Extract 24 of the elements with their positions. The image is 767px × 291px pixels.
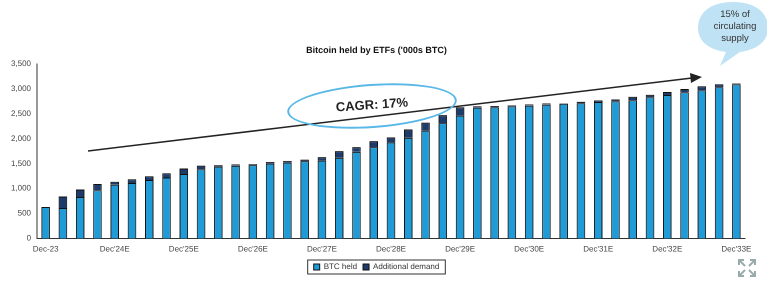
x-tick-label: Dec'33E: [721, 244, 752, 254]
y-tick-label: 0: [26, 234, 32, 243]
x-tick-label: Dec'30E: [514, 244, 544, 254]
x-tick-label: Dec'26E: [238, 244, 268, 254]
annotation: CAGR: 17%: [334, 94, 410, 116]
x-tick-label: Dec'29E: [445, 244, 476, 254]
legend-label: BTC held: [324, 262, 358, 272]
y-tick-label: 3,000: [10, 84, 32, 93]
x-tick-label: Dec-23: [32, 244, 60, 254]
x-tick-label: Dec'25E: [168, 244, 199, 254]
y-tick-label: 2,500: [10, 108, 32, 118]
x-tick-label: Dec'27E: [306, 244, 337, 254]
legend-label: Additional demand: [373, 262, 440, 272]
y-tick-label: 1,000: [10, 184, 32, 193]
x-tick-label: Dec'28E: [376, 244, 406, 254]
text: 15% of circulating supply: [712, 9, 758, 45]
y-tick-label: 1,500: [10, 158, 32, 168]
y-tick-label: 500: [18, 208, 32, 218]
x-tick-label: Dec'32E: [652, 244, 682, 254]
y-tick-label: 3,500: [10, 59, 32, 68]
x-tick-label: Dec'24E: [100, 244, 130, 254]
x-tick-label: Dec'31E: [583, 244, 614, 254]
y-tick-label: 2,000: [10, 134, 32, 143]
chart-title: Bitcoin held by ETFs ('000s BTC): [306, 44, 447, 55]
